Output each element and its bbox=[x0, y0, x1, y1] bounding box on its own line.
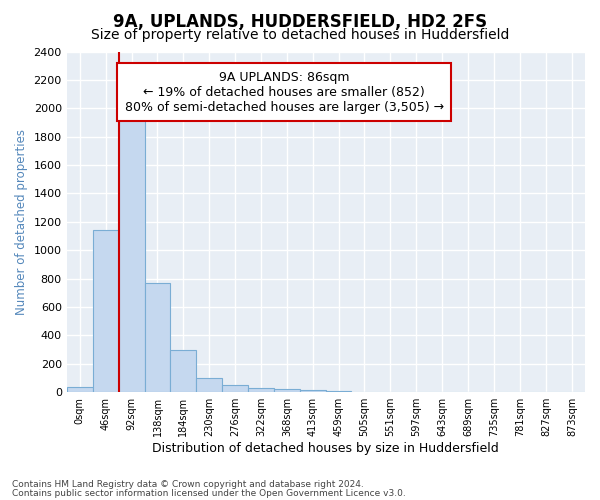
Bar bbox=[326, 391, 352, 392]
Text: 9A UPLANDS: 86sqm
← 19% of detached houses are smaller (852)
80% of semi-detache: 9A UPLANDS: 86sqm ← 19% of detached hous… bbox=[125, 71, 444, 114]
Y-axis label: Number of detached properties: Number of detached properties bbox=[15, 129, 28, 315]
Bar bbox=[67, 387, 92, 392]
Bar bbox=[145, 283, 170, 392]
Bar bbox=[274, 388, 299, 392]
Text: Contains HM Land Registry data © Crown copyright and database right 2024.: Contains HM Land Registry data © Crown c… bbox=[12, 480, 364, 489]
Bar bbox=[92, 230, 119, 392]
X-axis label: Distribution of detached houses by size in Huddersfield: Distribution of detached houses by size … bbox=[152, 442, 499, 455]
Bar bbox=[170, 350, 196, 392]
Text: 9A, UPLANDS, HUDDERSFIELD, HD2 2FS: 9A, UPLANDS, HUDDERSFIELD, HD2 2FS bbox=[113, 12, 487, 30]
Text: Size of property relative to detached houses in Huddersfield: Size of property relative to detached ho… bbox=[91, 28, 509, 42]
Bar bbox=[299, 390, 326, 392]
Bar bbox=[223, 385, 248, 392]
Bar bbox=[119, 114, 145, 392]
Text: Contains public sector information licensed under the Open Government Licence v3: Contains public sector information licen… bbox=[12, 488, 406, 498]
Bar bbox=[196, 378, 223, 392]
Bar bbox=[248, 388, 274, 392]
